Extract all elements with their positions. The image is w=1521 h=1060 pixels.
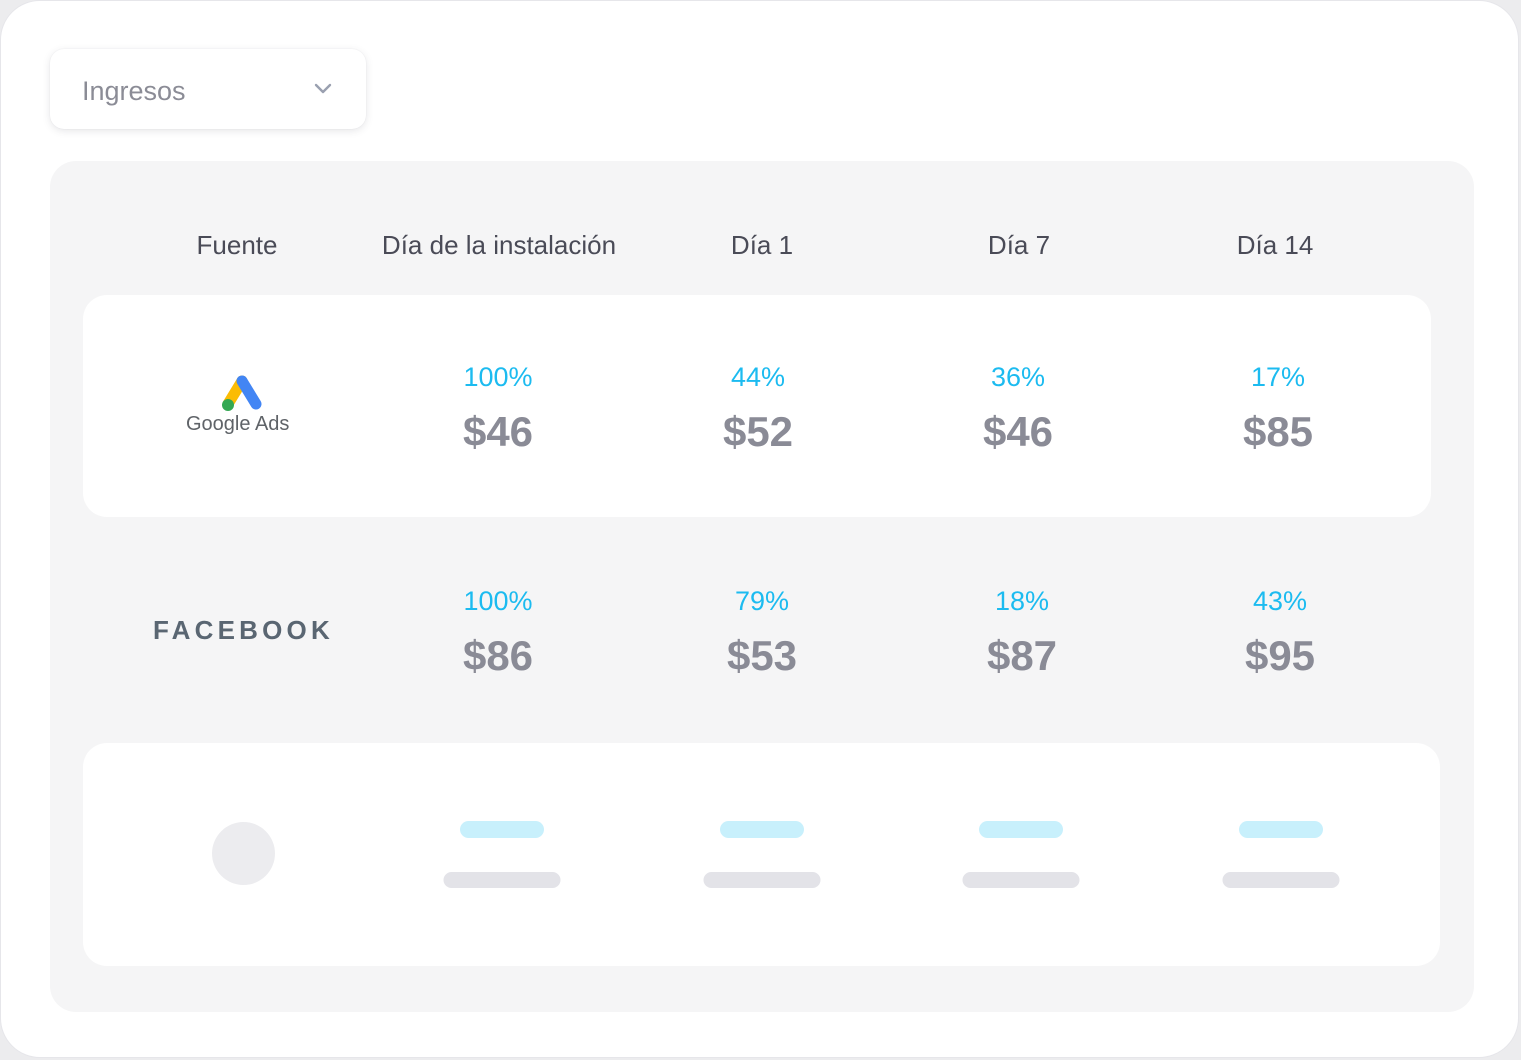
cell-pct: 18% [994, 586, 1050, 616]
cell-pct: 100% [463, 362, 533, 392]
cell-pct: 17% [1250, 362, 1306, 392]
metric-dropdown-value: Ingresos [82, 76, 186, 106]
cell-pct: 43% [1252, 586, 1308, 616]
cell-value: $95 [1244, 632, 1316, 679]
header-install-day: Día de la instalación [381, 230, 617, 260]
facebook-logo: FACEBOOK [153, 615, 334, 645]
table-row-google-ads [83, 295, 1431, 517]
table-row-skeleton [83, 743, 1440, 966]
google-ads-label: Google Ads [186, 413, 290, 435]
skeleton-pct-bar [1239, 821, 1323, 838]
cell-value: $87 [986, 632, 1058, 679]
cell-value: $46 [462, 408, 534, 455]
google-ads-logo-icon [222, 375, 262, 411]
skeleton-avatar [212, 822, 275, 885]
header-day-1: Día 1 [730, 230, 794, 260]
cell-value: $53 [726, 632, 798, 679]
skeleton-value-bar [1222, 872, 1340, 888]
cell-value: $52 [722, 408, 794, 455]
skeleton-value-bar [703, 872, 821, 888]
chevron-down-icon[interactable] [314, 80, 332, 98]
metric-dropdown[interactable]: Ingresos [50, 49, 366, 129]
header-day-14: Día 14 [1236, 230, 1314, 260]
skeleton-value-bar [962, 872, 1080, 888]
header-day-7: Día 7 [987, 230, 1051, 260]
cell-pct: 79% [734, 586, 790, 616]
cell-pct: 36% [990, 362, 1046, 392]
cell-pct: 44% [730, 362, 786, 392]
cell-value: $85 [1242, 408, 1314, 455]
skeleton-value-bar [443, 872, 561, 888]
skeleton-pct-bar [720, 821, 804, 838]
skeleton-pct-bar [460, 821, 544, 838]
skeleton-pct-bar [979, 821, 1063, 838]
header-source: Fuente [196, 230, 278, 260]
cell-pct: 100% [463, 586, 533, 616]
cell-value: $46 [982, 408, 1054, 455]
cell-value: $86 [462, 632, 534, 679]
